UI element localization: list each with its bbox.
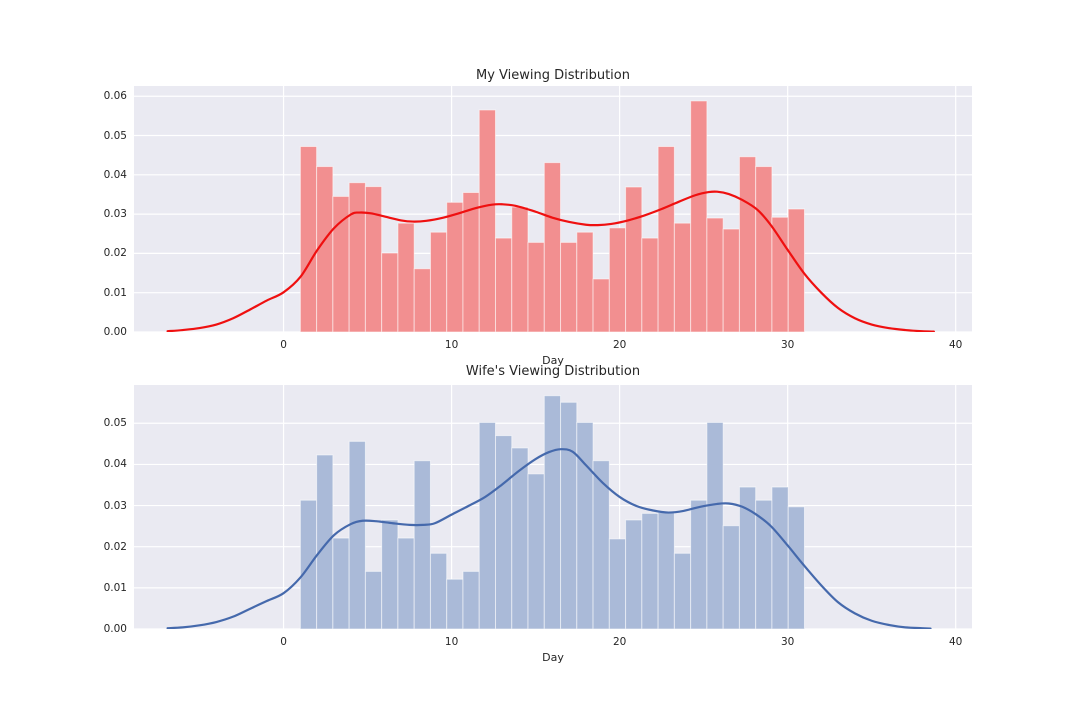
histogram-bar [722,228,740,332]
histogram-bar [397,537,415,629]
wife-viewing-plot-area [134,385,972,629]
histogram-bar [299,499,318,629]
my-viewing-plot-area [134,86,972,332]
my-viewing-chart-svg [134,86,972,332]
histogram-bar [364,186,383,332]
histogram-bar [413,268,431,332]
histogram-bar [543,395,562,629]
histogram-bar [478,109,496,332]
chart-title-wife-viewing: Wife's Viewing Distribution [465,364,641,379]
histogram-bar [608,538,627,629]
x-tick-label: 40 [949,339,963,351]
histogram-bar [348,182,366,332]
histogram-bar [755,166,773,332]
histogram-bar [495,435,513,629]
x-tick-label: 40 [949,636,963,648]
chart-title-my-viewing: My Viewing Distribution [476,68,630,83]
histogram-bar [348,440,366,629]
y-tick-label: 0.01 [103,286,127,299]
x-tick-label: 30 [780,636,795,648]
histogram-bar [560,401,578,629]
y-tick-label: 0.01 [103,581,127,594]
histogram-bar [364,570,383,629]
x-tick-label: 0 [280,339,287,351]
y-tick-label: 0.02 [103,247,127,260]
histogram-bar [478,421,496,629]
histogram-bar [446,201,464,332]
x-tick-label: 30 [780,339,795,351]
histogram-bar [641,237,659,332]
histogram-bar [787,208,805,332]
wife-viewing-chart-svg [134,385,972,629]
kde-curve [166,190,935,332]
histogram-bar [673,222,692,332]
histogram-bar [787,506,805,629]
histogram-bar [576,421,594,629]
histogram-bar [413,460,431,629]
x-axis-label-wife-viewing: Day [542,651,564,664]
histogram-bar [625,519,643,629]
x-tick-label: 20 [612,636,627,648]
y-tick-label: 0.03 [103,208,127,221]
histogram-bar [543,162,562,332]
histogram-bar [495,237,513,332]
y-tick-label: 0.02 [103,540,127,553]
histogram-bar [706,421,724,629]
y-tick-label: 0.03 [103,499,127,512]
histogram-bar [381,252,399,332]
y-tick-label: 0.05 [103,417,127,430]
histogram-bar [429,231,448,332]
histogram-bar [592,278,610,332]
histogram-bar [657,146,675,332]
histogram-bar [332,537,350,629]
histogram-bar [299,146,318,332]
histogram-bar [429,552,448,629]
x-tick-label: 0 [280,636,287,648]
histogram-bar [397,222,415,332]
histogram-bar [608,227,627,332]
histogram-bar [738,156,757,332]
histogram-bar [771,486,789,629]
histogram-bar [673,552,692,629]
histogram-bar [462,192,480,332]
x-tick-label: 20 [612,339,627,351]
y-tick-label: 0.04 [103,168,127,181]
histogram-bar [722,525,740,629]
y-tick-label: 0.00 [103,326,127,338]
y-tick-label: 0.04 [103,458,127,471]
histogram-bar [527,241,545,332]
x-tick-label: 10 [444,339,459,351]
y-tick-label: 0.05 [103,129,127,142]
histogram-bar [690,100,708,332]
histogram-bar [316,454,334,629]
kde-curve [166,448,932,629]
x-tick-label: 10 [444,636,459,648]
histogram-bar [771,216,789,332]
histogram-bar [576,231,594,332]
histogram-bar [657,512,675,629]
histogram-bar [706,217,724,332]
histogram-bar [462,570,480,629]
y-tick-label: 0.00 [103,623,127,635]
x-axis-label-my-viewing: Day [542,354,564,367]
histogram-bar [690,499,708,629]
y-tick-label: 0.06 [103,90,127,103]
histogram-bar [381,519,399,629]
histogram-bar [641,512,659,629]
histogram-bar [446,578,464,629]
histogram-bar [527,473,545,629]
histogram-bar [560,241,578,332]
histogram-bar [511,206,529,332]
histogram-bar [625,186,643,332]
